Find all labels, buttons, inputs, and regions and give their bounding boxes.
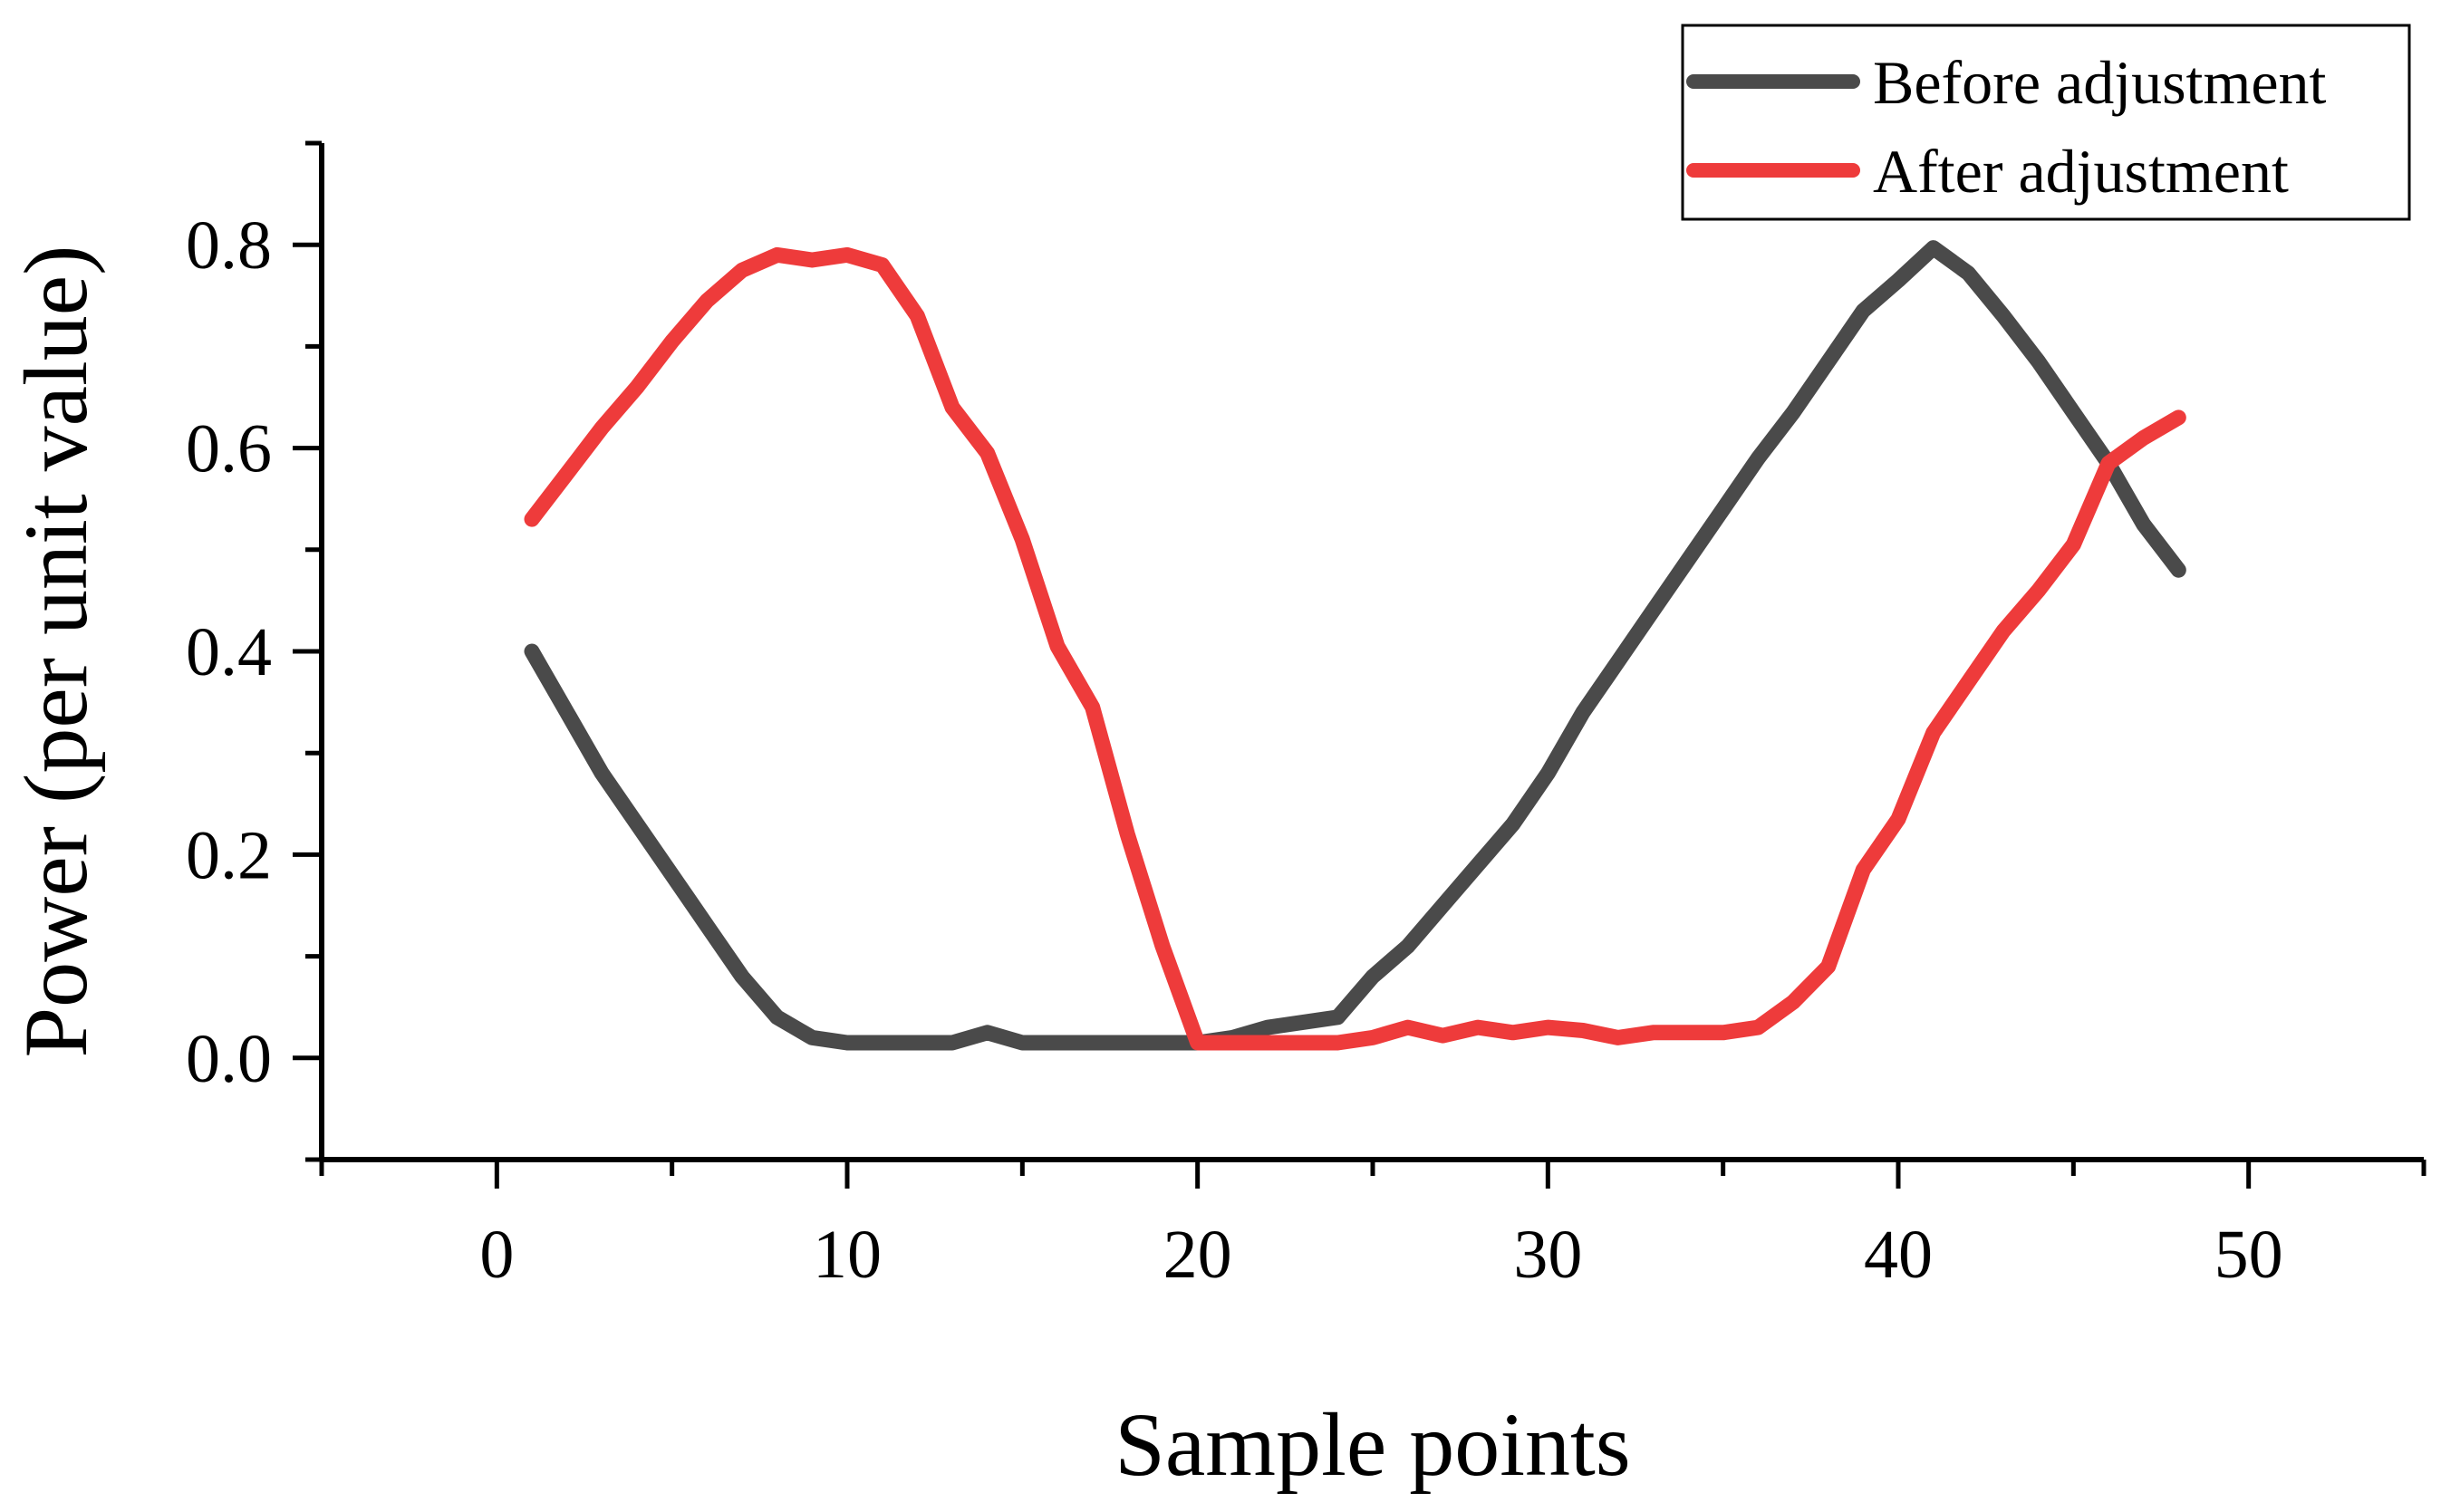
series-line-after-adjustment (524, 246, 2186, 1051)
x-tick-label: 50 (2214, 1217, 2283, 1293)
y-axis-ticks: 0.0 0.2 0.4 0.6 0.8 (186, 140, 322, 1162)
y-axis-title: Power (per unit value) (5, 246, 106, 1058)
y-tick-label: 0.2 (186, 817, 272, 893)
x-axis-title: Sample points (1114, 1394, 1630, 1495)
x-tick-label: 0 (479, 1217, 514, 1293)
x-axis-ticks: 0 10 20 30 40 50 (319, 1160, 2427, 1293)
y-tick-label: 0.8 (186, 207, 272, 284)
legend-label-before-adjustment: Before adjustment (1873, 48, 2327, 117)
y-tick-label: 0.4 (186, 614, 272, 690)
y-tick-label: 0.0 (186, 1021, 272, 1097)
series-layer (524, 240, 2186, 1051)
legend-label-after-adjustment: After adjustment (1873, 137, 2289, 206)
legend: Before adjustment After adjustment (1681, 24, 2411, 221)
x-tick-label: 30 (1513, 1217, 1582, 1293)
axes (319, 143, 2424, 1162)
x-tick-label: 10 (813, 1217, 882, 1293)
series-line-before-adjustment (524, 240, 2186, 1051)
y-tick-label: 0.6 (186, 411, 272, 487)
x-tick-label: 40 (1864, 1217, 1933, 1293)
x-tick-label: 20 (1163, 1217, 1232, 1293)
legend-box (1681, 24, 2411, 221)
